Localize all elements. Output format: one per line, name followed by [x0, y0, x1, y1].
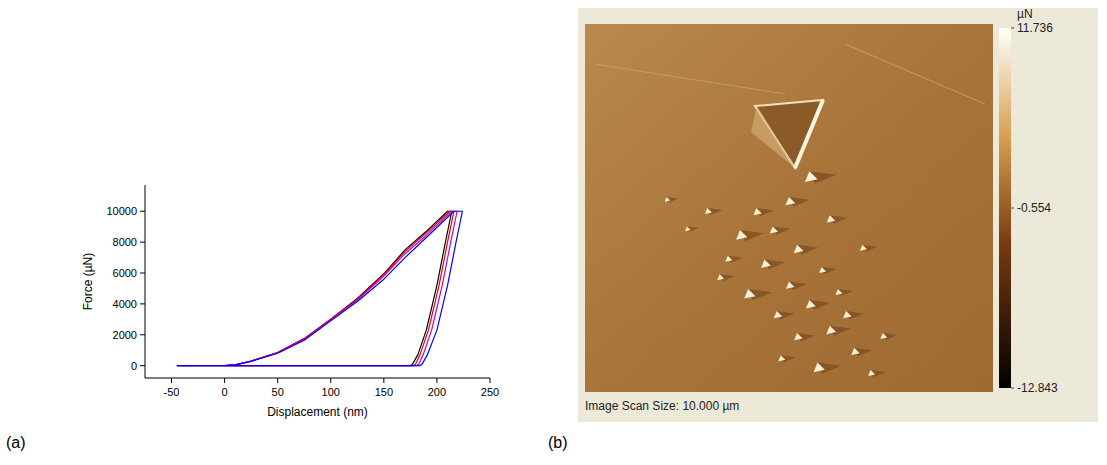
- particle: [794, 333, 802, 340]
- x-tick: [277, 378, 278, 383]
- y-tick-label: 0: [131, 360, 137, 372]
- y-tick-label: 6000: [113, 267, 137, 279]
- curve: [177, 211, 457, 365]
- particle: [827, 215, 835, 222]
- y-tick-label: 8000: [113, 236, 137, 248]
- particle: [794, 245, 804, 253]
- colorbar-unit: µN: [1017, 7, 1033, 21]
- particle: [806, 300, 816, 308]
- panel-label: (a): [6, 434, 26, 451]
- x-axis-title: Displacement (nm): [267, 405, 368, 419]
- particle: [685, 226, 691, 231]
- particle: [805, 171, 818, 182]
- particle: [835, 289, 842, 295]
- panel-b: 11.736 -0.554 -12.843 µN Image Scan Size: 10…: [548, 7, 1098, 451]
- x-tick-label: 100: [322, 386, 340, 398]
- y-tick: [140, 242, 145, 243]
- colorbar: [999, 28, 1011, 388]
- colorbar-tick: [1011, 388, 1014, 389]
- y-tick: [140, 273, 145, 274]
- particle: [860, 245, 867, 251]
- particle: [774, 311, 782, 318]
- particle: [786, 282, 794, 289]
- y-tick: [140, 303, 145, 304]
- x-tick: [330, 378, 331, 383]
- scratch: [845, 44, 985, 104]
- particle: [826, 326, 836, 334]
- y-tick-label: 10000: [106, 205, 137, 217]
- series-group: [177, 211, 463, 365]
- colorbar-label: 11.736: [1017, 21, 1053, 35]
- y-tick: [140, 211, 145, 212]
- particle: [761, 260, 771, 268]
- x-tick: [490, 378, 491, 383]
- x-tick: [224, 378, 225, 383]
- colorbar-label: -12.843: [1017, 381, 1058, 395]
- curve: [177, 211, 452, 365]
- particle: [725, 256, 732, 262]
- particle: [786, 197, 796, 205]
- panel-a: 0 2000 4000 6000 8000 10000 -50 0 50 100 150 200 250…: [6, 185, 499, 451]
- particle: [814, 363, 825, 373]
- particle: [665, 197, 671, 202]
- caption: Image Scan Size: 10.000 µm: [585, 399, 739, 413]
- x-tick: [436, 378, 437, 383]
- particle: [778, 355, 785, 361]
- colorbar-tick: [1011, 208, 1014, 209]
- y-tick-label: 4000: [113, 298, 137, 310]
- x-tick-label: 0: [222, 386, 228, 398]
- particle: [851, 348, 859, 355]
- colorbar-label: -0.554: [1017, 201, 1051, 215]
- y-tick: [140, 334, 145, 335]
- particle: [880, 333, 887, 339]
- x-tick-label: 50: [272, 386, 284, 398]
- x-axis: [145, 378, 490, 379]
- y-axis-title: Force (µN): [81, 253, 95, 311]
- figure: 0 2000 4000 6000 8000 10000 -50 0 50 100 150 200 250…: [0, 0, 1107, 465]
- y-axis: [145, 185, 146, 378]
- panel-label: (b): [548, 434, 568, 451]
- particle: [843, 311, 851, 318]
- x-tick-label: 250: [481, 386, 499, 398]
- y-tick: [140, 365, 145, 366]
- particle: [717, 274, 724, 280]
- particle: [770, 226, 778, 233]
- particle: [753, 208, 761, 215]
- indent-wall: [751, 106, 795, 168]
- indent-edge: [795, 100, 823, 168]
- x-tick-label: 200: [428, 386, 446, 398]
- x-tick: [171, 378, 172, 383]
- curve: [177, 211, 454, 365]
- x-tick: [383, 378, 384, 383]
- y-tick-label: 2000: [113, 329, 137, 341]
- colorbar-tick: [1011, 28, 1014, 29]
- curve: [177, 211, 463, 365]
- particle: [705, 208, 712, 214]
- particle: [868, 370, 875, 376]
- x-tick-label: -50: [164, 386, 180, 398]
- window-chrome: [578, 8, 1098, 422]
- afm-image: [585, 24, 993, 392]
- particle: [736, 230, 747, 240]
- scratch: [595, 64, 785, 94]
- particle: [819, 267, 826, 273]
- x-tick-label: 150: [375, 386, 393, 398]
- particle: [744, 289, 755, 299]
